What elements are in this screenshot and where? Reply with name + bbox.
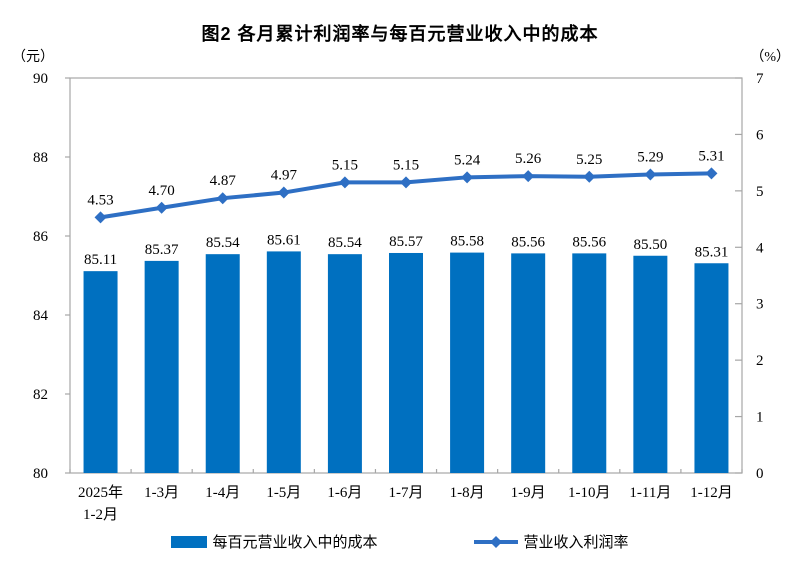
right-axis-tick-label: 5 — [756, 184, 764, 200]
line-marker — [461, 171, 474, 184]
right-axis-unit-label: （%） — [750, 50, 790, 65]
cost-bar — [327, 254, 362, 473]
line-value-label: 5.26 — [515, 151, 542, 167]
chart-title: 图2 各月累计利润率与每百元营业收入中的成本 — [201, 24, 599, 44]
x-axis-label: 1-3月 — [144, 485, 179, 501]
left-axis-unit-label: （元） — [12, 50, 54, 65]
line-value-label: 4.87 — [210, 173, 237, 189]
bar-value-label: 85.37 — [145, 242, 179, 258]
cost-bar — [633, 255, 668, 473]
line-value-label: 4.53 — [87, 192, 113, 208]
line-marker — [94, 211, 107, 224]
cost-bar — [205, 254, 240, 473]
right-axis-tick-label: 3 — [756, 297, 764, 313]
cost-bar — [266, 251, 301, 473]
cost-bar — [450, 252, 485, 473]
x-axis-label: 1-4月 — [205, 485, 240, 501]
bar-value-label: 85.54 — [206, 235, 240, 251]
line-marker — [583, 170, 596, 183]
line-marker — [400, 176, 412, 189]
left-axis-tick-label: 82 — [33, 387, 48, 403]
right-axis-tick-label: 2 — [756, 353, 764, 369]
legend-item-cost: 每百元营业收入中的成本 — [171, 531, 378, 552]
legend-item-profit-rate: 营业收入利润率 — [473, 531, 629, 552]
right-axis-tick-label: 7 — [756, 71, 764, 87]
line-marker — [705, 167, 718, 180]
bar-value-label: 85.11 — [84, 252, 117, 268]
bar-value-label: 85.31 — [695, 244, 729, 260]
right-axis-tick-label: 0 — [756, 466, 764, 482]
right-axis-tick-label: 1 — [756, 410, 764, 426]
line-marker — [216, 192, 229, 205]
x-axis-label: 1-7月 — [389, 485, 424, 501]
bar-value-label: 85.54 — [328, 235, 362, 251]
left-axis-tick-label: 88 — [33, 150, 48, 166]
legend: 每百元营业收入中的成本 营业收入利润率 — [0, 531, 800, 552]
line-value-label: 5.15 — [393, 157, 419, 173]
x-axis-label: 1-6月 — [327, 485, 362, 501]
line-marker — [522, 170, 535, 183]
line-series-swatch — [473, 535, 518, 548]
line-value-label: 5.29 — [637, 149, 663, 165]
line-value-label: 4.97 — [271, 168, 298, 184]
legend-label-profit-rate: 营业收入利润率 — [523, 535, 629, 551]
cost-bar — [572, 253, 607, 473]
x-axis-label: 1-5月 — [266, 485, 301, 501]
bar-value-label: 85.61 — [267, 232, 301, 248]
cost-bar — [511, 253, 546, 473]
line-marker — [277, 186, 290, 199]
bar-value-label: 85.57 — [389, 234, 423, 250]
line-marker — [644, 168, 657, 181]
x-axis-label: 1-11月 — [629, 485, 671, 501]
right-axis-tick-label: 4 — [756, 240, 764, 256]
left-axis-tick-label: 80 — [33, 466, 48, 482]
cost-bar — [389, 252, 423, 473]
bar-value-label: 85.58 — [450, 234, 484, 250]
left-axis-tick-label: 90 — [33, 71, 48, 87]
cost-bar — [694, 263, 729, 473]
line-value-label: 4.70 — [149, 183, 175, 199]
x-axis-label: 2025年 — [78, 484, 123, 501]
cost-bar — [83, 271, 118, 473]
x-axis-label: 1-2月 — [83, 507, 118, 523]
x-axis-label: 1-12月 — [690, 485, 733, 501]
x-axis-label: 1-8月 — [450, 485, 485, 501]
bar-value-label: 85.50 — [633, 237, 667, 253]
line-value-label: 5.25 — [576, 152, 602, 168]
x-axis-label: 1-9月 — [511, 485, 546, 501]
line-value-label: 5.24 — [454, 152, 481, 168]
left-axis-tick-label: 84 — [33, 308, 49, 324]
bar-value-label: 85.56 — [572, 234, 606, 250]
bar-series-swatch — [171, 535, 208, 548]
line-marker — [338, 176, 351, 189]
bar-value-label: 85.56 — [511, 234, 545, 250]
right-axis-tick-label: 6 — [756, 127, 764, 143]
cost-bar — [144, 260, 179, 473]
x-axis-label: 1-10月 — [568, 485, 611, 501]
left-axis-tick-label: 86 — [33, 229, 49, 245]
line-value-label: 5.31 — [698, 148, 724, 164]
legend-label-cost: 每百元营业收入中的成本 — [212, 535, 378, 551]
line-value-label: 5.15 — [332, 157, 358, 173]
line-marker — [155, 201, 168, 214]
